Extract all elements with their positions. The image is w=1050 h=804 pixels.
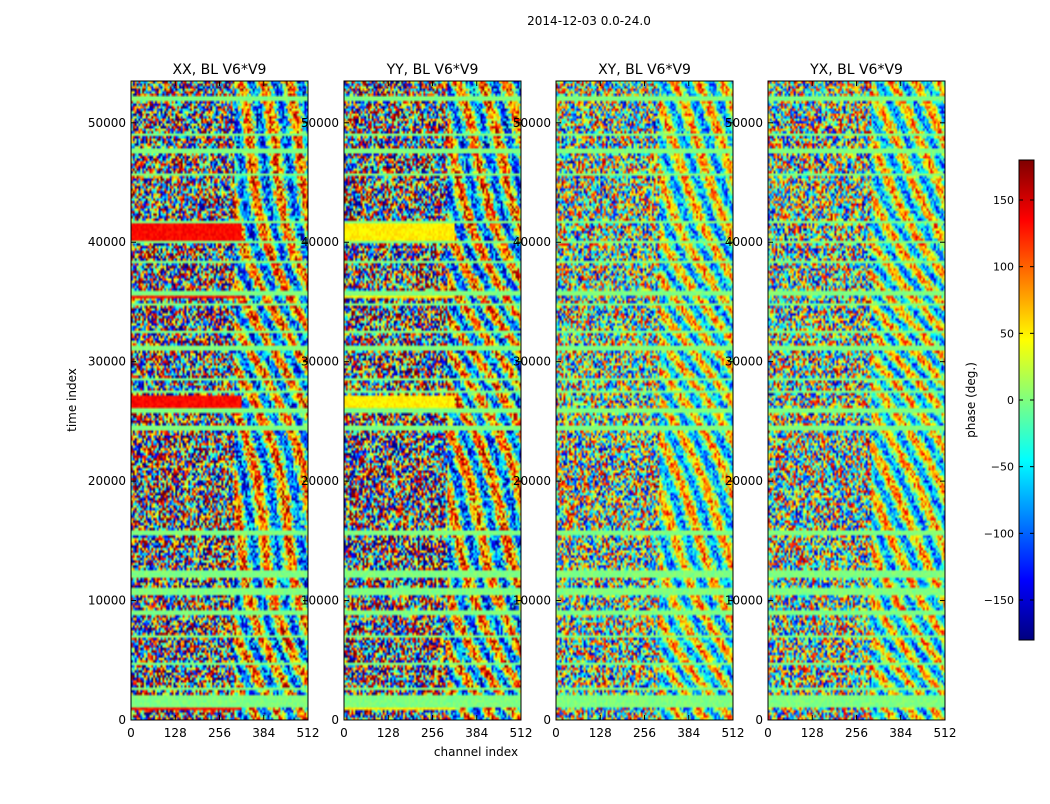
y-tick-label: 0 [755,713,763,727]
y-tick-label: 40000 [88,235,126,249]
y-tick-label: 20000 [88,474,126,488]
colorbar-tick-label: 100 [993,261,1014,274]
x-tick-label: 128 [164,726,187,740]
colorbar-tick-label: −100 [984,527,1014,540]
x-tick-label: 384 [252,726,275,740]
x-tick-label: 512 [722,726,745,740]
y-tick-label: 0 [118,713,126,727]
y-tick-label: 10000 [725,594,763,608]
y-tick-label: 50000 [725,116,763,130]
y-tick-label: 30000 [725,355,763,369]
panel-xy: XY, BL V6*V9 0 128 256 384 512 0 10000 20000 3000… [513,62,745,740]
figure-title: 2014-12-03 0.0-24.0 [527,14,651,28]
colorbar-tick-label: −50 [991,461,1014,474]
x-tick-label: 384 [465,726,488,740]
panel-xx: XX, BL V6*V9 0 128 256 384 512 0 10000 20000 3000… [88,62,320,740]
x-tick-label: 512 [510,726,533,740]
y-tick-label: 50000 [513,116,551,130]
y-tick-label: 20000 [301,474,339,488]
y-tick-label: 30000 [88,355,126,369]
panel-yx: YX, BL V6*V9 0 128 256 384 512 0 10000 20000 3000… [725,62,957,740]
colorbar-label: phase (deg.) [964,362,978,438]
y-tick-label: 50000 [88,116,126,130]
x-tick-label: 512 [297,726,320,740]
colorbar-tick-label: −150 [984,594,1014,607]
x-tick-label: 128 [589,726,612,740]
x-tick-label: 512 [934,726,957,740]
x-axis-label: channel index [434,745,518,759]
y-tick-label: 40000 [513,235,551,249]
colorbar-tick-label: 0 [1007,394,1014,407]
x-tick-label: 128 [801,726,824,740]
panel-heatmap-xx [131,81,308,720]
panel-title: YY, BL V6*V9 [386,62,479,78]
colorbar-tick-label: 150 [993,194,1014,207]
panel-title: XY, BL V6*V9 [598,62,691,78]
y-tick-label: 20000 [725,474,763,488]
x-tick-label: 128 [377,726,400,740]
panel-title: YX, BL V6*V9 [809,62,903,78]
x-tick-label: 384 [889,726,912,740]
y-tick-label: 10000 [301,594,339,608]
panel-title: XX, BL V6*V9 [173,62,267,78]
x-tick-label: 0 [552,726,560,740]
x-tick-label: 0 [340,726,348,740]
y-tick-label: 50000 [301,116,339,130]
y-axis-label: time index [65,368,79,432]
y-tick-label: 0 [543,713,551,727]
panel-heatmap-yy [344,81,521,720]
y-tick-label: 30000 [513,355,551,369]
y-tick-label: 0 [331,713,339,727]
x-tick-label: 256 [633,726,656,740]
x-tick-label: 384 [677,726,700,740]
x-tick-label: 256 [208,726,231,740]
y-tick-label: 10000 [513,594,551,608]
y-tick-label: 20000 [513,474,551,488]
panel-yy: YY, BL V6*V9 0 128 256 384 512 0 10000 20000 3000… [301,62,533,740]
y-tick-label: 40000 [725,235,763,249]
x-tick-label: 256 [421,726,444,740]
x-tick-label: 256 [845,726,868,740]
panel-heatmap-xy [556,81,733,720]
x-tick-label: 0 [764,726,772,740]
panels-group: XX, BL V6*V9 0 128 256 384 512 0 10000 20000 3000… [88,62,957,740]
y-tick-label: 40000 [301,235,339,249]
panel-heatmap-yx [768,81,945,720]
colorbar-tick-label: 50 [1000,327,1014,340]
y-tick-label: 30000 [301,355,339,369]
colorbar: 150 100 50 0 −50 −100 −150 [984,159,1035,641]
x-tick-label: 0 [127,726,135,740]
y-tick-label: 10000 [88,594,126,608]
